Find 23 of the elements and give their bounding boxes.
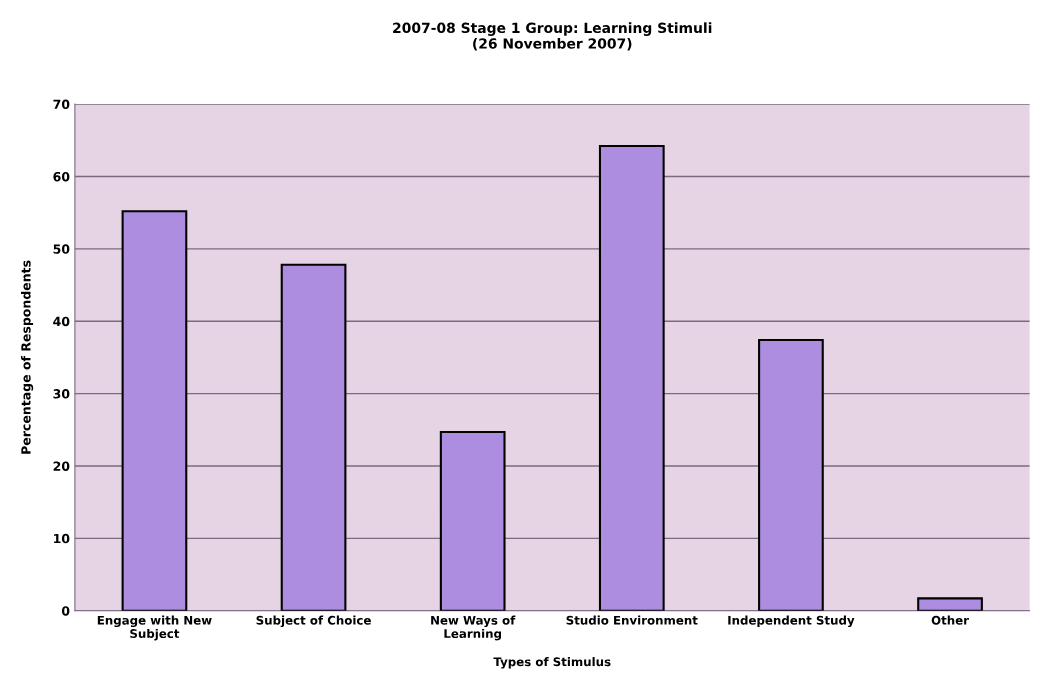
- bar: [917, 597, 983, 611]
- x-tick-label: New Ways of Learning: [431, 615, 516, 641]
- bar: [598, 145, 665, 611]
- y-tick-label: 10: [54, 533, 70, 544]
- bar: [121, 210, 188, 611]
- y-tick-label: 60: [53, 171, 70, 182]
- bar: [439, 430, 506, 611]
- y-tick-label: 70: [53, 99, 70, 110]
- chart-title: 2007-08 Stage 1 Group: Learning Stimuli (26 November 2007): [393, 22, 712, 51]
- x-axis-title: Types of Stimulus: [493, 657, 611, 669]
- y-tick-label: 0: [61, 606, 70, 616]
- y-axis-title: Percentage of Respondents: [20, 260, 34, 454]
- y-tick-label: 40: [53, 316, 70, 327]
- x-tick-label: Other: [931, 615, 969, 625]
- x-tick-label: Subject of Choice: [256, 615, 371, 628]
- y-tick-label: 50: [53, 244, 70, 254]
- y-tick-label: 30: [53, 389, 70, 399]
- bar: [280, 263, 347, 611]
- x-tick-label: Engage with New Subject: [97, 615, 212, 641]
- x-tick-label: Independent Study: [728, 615, 855, 628]
- y-tick-label: 20: [53, 461, 70, 471]
- bar: [758, 339, 824, 611]
- x-tick-label: Studio Environment: [566, 615, 698, 625]
